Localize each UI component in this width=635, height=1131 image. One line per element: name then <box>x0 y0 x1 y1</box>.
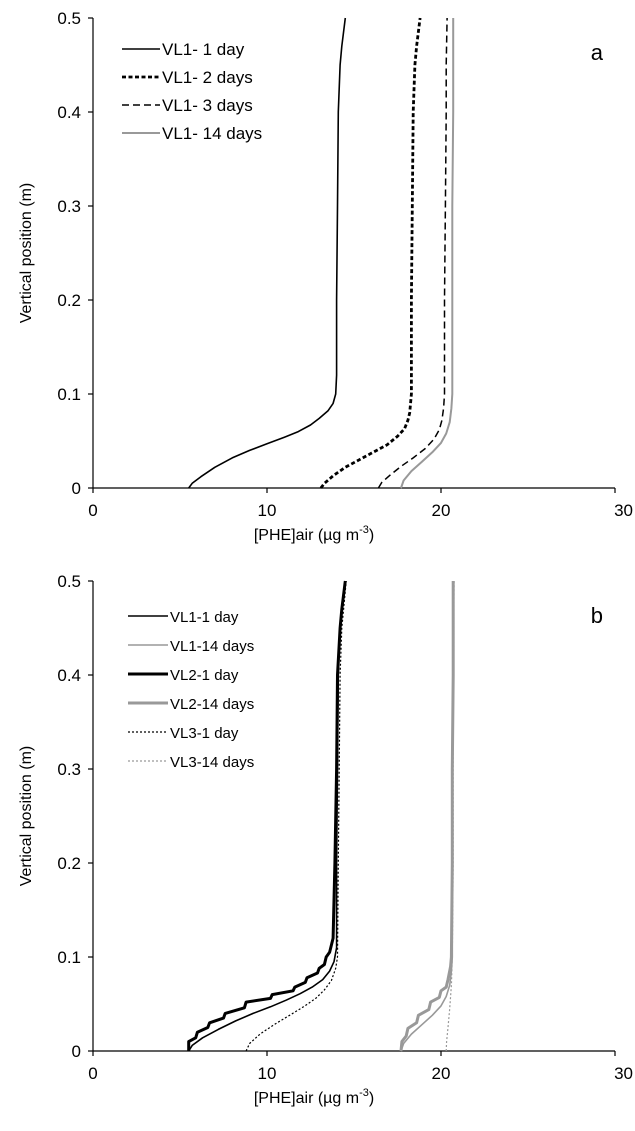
x-tick-label: 10 <box>258 1064 277 1083</box>
series-line <box>445 580 455 1052</box>
y-tick-label: 0.2 <box>57 291 81 310</box>
x-axis-label: [PHE]air (µg m-3) <box>254 524 374 544</box>
y-tick-label: 0.1 <box>57 385 81 404</box>
legend-label: VL2-14 days <box>170 696 254 713</box>
y-tick-label: 0 <box>72 1042 81 1061</box>
legend-label: VL3-1 day <box>170 725 239 742</box>
x-tick-label: 20 <box>432 501 451 520</box>
panel-label: b <box>591 603 603 628</box>
legend-label: VL3-14 days <box>170 754 254 771</box>
series-line <box>187 580 347 1051</box>
series-line <box>188 17 347 489</box>
y-tick-label: 0.2 <box>57 854 81 873</box>
series-line <box>245 580 347 1052</box>
chart-svg: 0 0.1 0.2 0.3 0.4 0.5 0 10 20 30 [PHE]air (µg m-3)… <box>18 9 633 544</box>
series-line <box>319 17 422 489</box>
y-tick-label: 0.5 <box>57 9 81 28</box>
x-tick-label: 20 <box>432 1064 451 1083</box>
x-tick-label: 0 <box>88 1064 97 1083</box>
y-axis-label: Vertical position (m) <box>18 746 35 887</box>
chart-panel-b: 0 0.1 0.2 0.3 0.4 0.5 0 10 20 30 [PHE]air (µg m-3)… <box>0 563 635 1126</box>
legend-label: VL1- 3 days <box>162 96 253 115</box>
y-tick-label: 0.4 <box>57 103 81 122</box>
y-tick-label: 0.5 <box>57 572 81 591</box>
legend-label: VL1-14 days <box>170 638 254 655</box>
legend-label: VL1- 1 day <box>162 40 245 59</box>
y-tick-label: 0 <box>72 479 81 498</box>
panel-label: a <box>591 40 604 65</box>
x-tick-label: 10 <box>258 501 277 520</box>
y-tick-label: 0.3 <box>57 760 81 779</box>
y-tick-label: 0.4 <box>57 666 81 685</box>
y-axis-label: Vertical position (m) <box>18 183 35 324</box>
series-line <box>400 581 454 1052</box>
series-line <box>400 18 455 489</box>
legend-label: VL2-1 day <box>170 667 239 684</box>
x-axis-label: [PHE]air (µg m-3) <box>254 1087 374 1107</box>
series-line <box>377 17 448 489</box>
legend-label: VL1-1 day <box>170 609 239 626</box>
x-tick-label: 0 <box>88 501 97 520</box>
legend-label: VL1- 14 days <box>162 124 262 143</box>
chart-svg: 0 0.1 0.2 0.3 0.4 0.5 0 10 20 30 [PHE]air (µg m-3)… <box>18 572 633 1107</box>
y-tick-label: 0.3 <box>57 197 81 216</box>
x-tick-label: 30 <box>614 1064 633 1083</box>
series-line <box>399 581 455 1052</box>
legend-label: VL1- 2 days <box>162 68 253 87</box>
y-tick-label: 0.1 <box>57 948 81 967</box>
x-tick-label: 30 <box>614 501 633 520</box>
chart-panel-a: 0 0.1 0.2 0.3 0.4 0.5 0 10 20 30 [PHE]air (µg m-3)… <box>0 0 635 563</box>
